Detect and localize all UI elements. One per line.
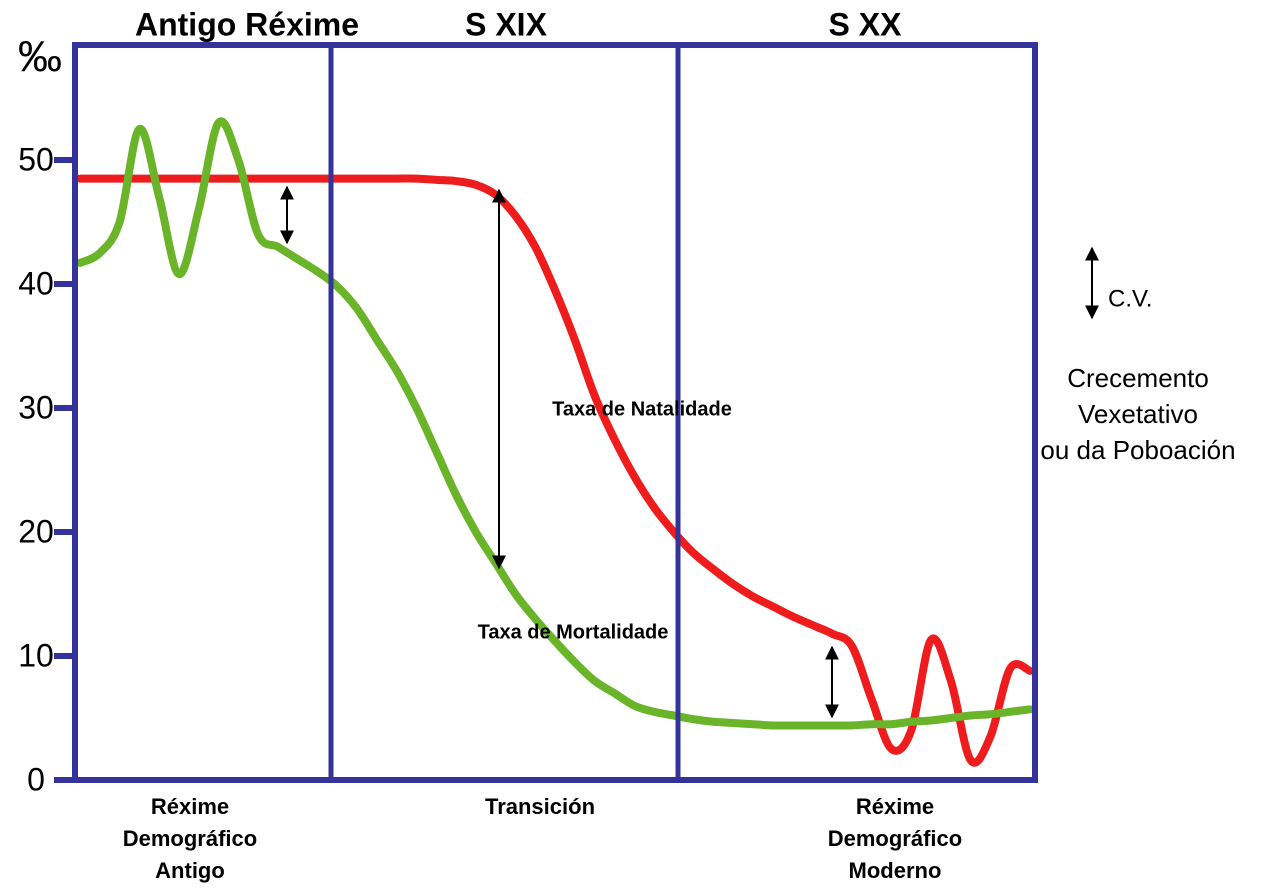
series-label: Taxa de Mortalidade (478, 621, 669, 643)
y-tick-label: 0 (27, 761, 45, 797)
phase-label: Demográfico (828, 826, 962, 851)
y-tick-label: 40 (18, 265, 54, 301)
era-title: S XIX (465, 6, 547, 42)
phase-label: Transición (485, 794, 595, 819)
series-label: Taxa de Natalidade (552, 398, 732, 420)
y-tick-label: 20 (18, 513, 54, 549)
plot-lines (76, 117, 1034, 767)
legend-note-text: Crecemento (1067, 363, 1209, 393)
era-title: S XX (829, 6, 903, 42)
series-line (76, 117, 1034, 730)
phase-label: Moderno (849, 858, 942, 883)
legend-note-text: Vexetativo (1078, 399, 1198, 429)
y-tick-label: 50 (18, 141, 54, 177)
y-tick-label: 10 (18, 637, 54, 673)
y-axis-label: ‰ (18, 33, 62, 82)
legend-note-text: ou da Poboación (1040, 435, 1235, 465)
plot-frame (72, 42, 1038, 783)
phase-label: Réxime (856, 794, 934, 819)
era-title: Antigo Réxime (135, 6, 359, 42)
y-tick-label: 30 (18, 389, 54, 425)
series-line (76, 174, 1034, 767)
phase-label: Antigo (155, 858, 225, 883)
legend-note-label: C.V. (1108, 285, 1152, 312)
phase-label: Réxime (151, 794, 229, 819)
phase-label: Demográfico (123, 826, 257, 851)
